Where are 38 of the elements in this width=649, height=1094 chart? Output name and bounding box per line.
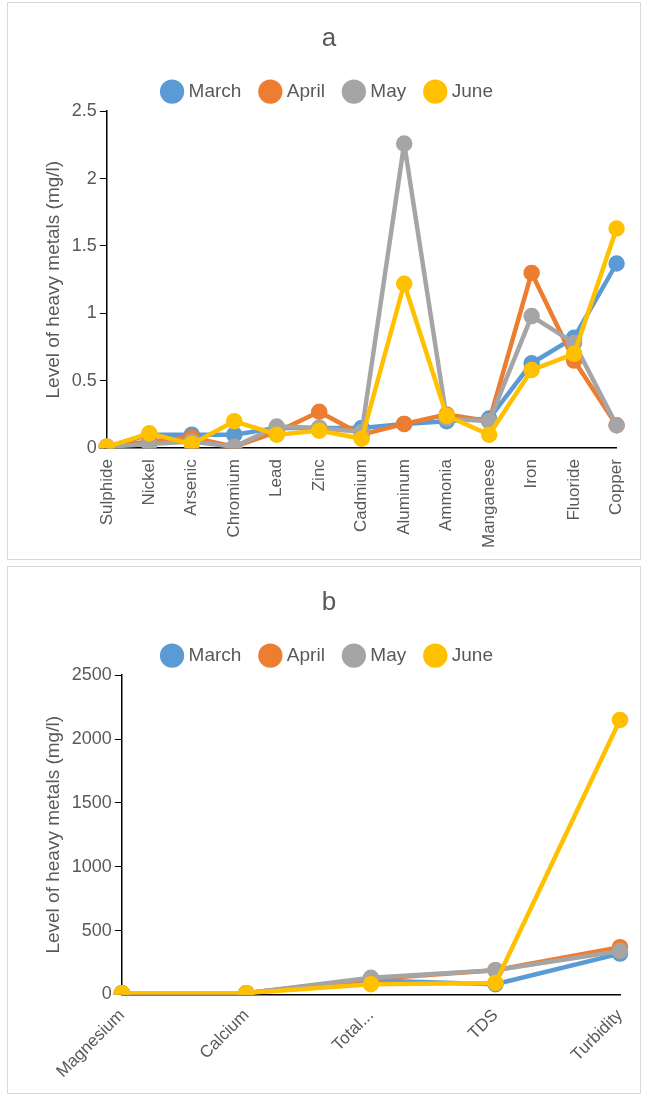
legend-label: March [188,643,242,665]
y-tick-label: 0.5 [71,369,97,390]
y-tick-label: 1500 [71,791,112,812]
x-tick-label: Lead [266,459,286,497]
chart-title: b [321,585,337,616]
x-tick-label: Iron [521,459,541,489]
legend-label: April [286,643,325,665]
y-tick-label: 2.5 [71,100,97,121]
y-tick-label: 500 [81,919,112,940]
y-tick-label: 2500 [71,664,112,685]
y-tick-label: 0 [86,437,97,458]
y-tick-label: 1 [86,302,97,323]
y-axis-title: Level of heavy metals (mg/l) [41,160,63,399]
legend-label: June [451,643,493,665]
x-tick-label: Sulphide [96,459,116,526]
x-tick-label: Arsenic [181,458,201,516]
legend-label: June [451,79,493,101]
x-tick-label: Manganese [478,459,498,548]
x-tick-label: Fluoride [563,459,583,521]
y-tick-label: 2000 [71,728,112,749]
y-tick-label: 1.5 [71,234,97,255]
x-tick-label: Copper [606,458,626,515]
y-tick-label: 1000 [71,855,112,876]
legend-label: March [188,79,242,101]
x-tick-label: Aluminum [393,459,413,535]
y-tick-label: 0 [101,983,112,1004]
x-tick-label: Zinc [308,458,328,492]
x-tick-label: Ammonia [436,458,456,531]
x-tick-label: Chromium [223,459,243,538]
legend-label: May [370,643,407,665]
legend-label: April [286,79,325,101]
legend-label: May [370,79,407,101]
x-tick-label: Nickel [138,459,158,506]
x-tick-label: TDS [464,1005,502,1043]
y-axis-title: Level of heavy metals (mg/l) [41,716,63,954]
chart-title: a [321,21,337,52]
x-tick-label: Cadmium [351,459,371,532]
y-tick-label: 2 [86,167,97,188]
